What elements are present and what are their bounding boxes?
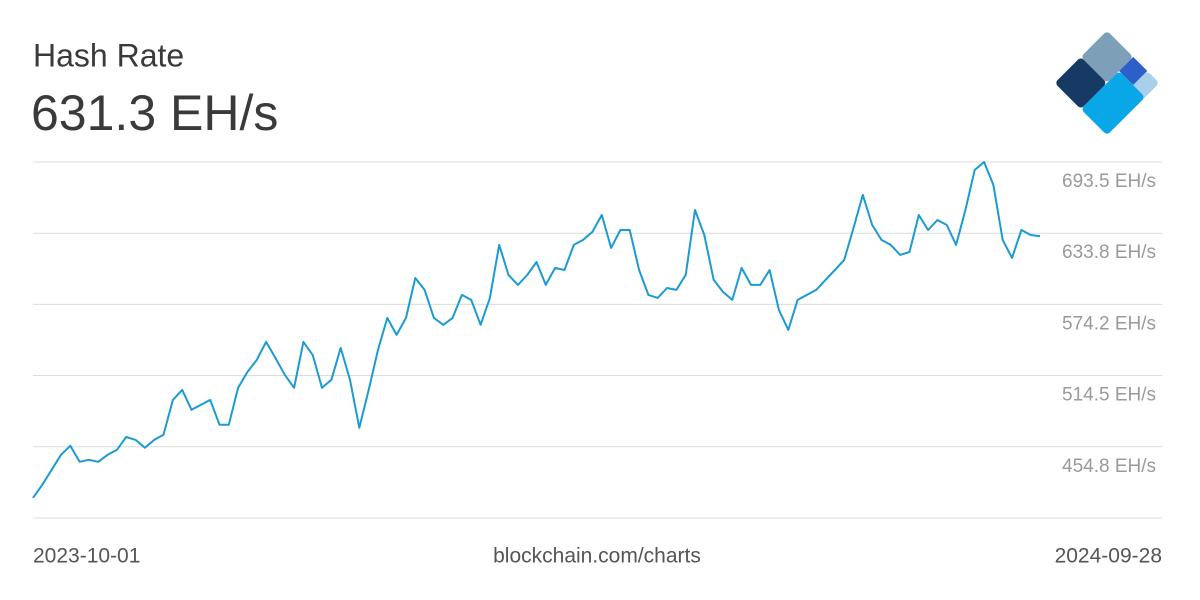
y-tick-label: 574.2 EH/s [1062,313,1156,334]
source-label: blockchain.com/charts [493,545,701,568]
x-start-label: 2023-10-01 [33,545,140,568]
logo-tile [1056,58,1106,108]
logo-tile [1119,56,1148,86]
x-end-label: 2024-09-28 [1055,545,1162,568]
logo-tile [1082,32,1132,82]
logo-tile [1082,72,1144,134]
y-tick-label: 633.8 EH/s [1062,242,1156,263]
headline-value: 631.3 EH/s [31,85,278,141]
y-tick-label: 514.5 EH/s [1062,385,1156,406]
y-tick-label: 693.5 EH/s [1062,171,1156,192]
chart-title: Hash Rate [33,37,184,73]
y-tick-label: 454.8 EH/s [1062,456,1156,477]
logo [1056,32,1158,134]
data-line [32,161,1041,499]
